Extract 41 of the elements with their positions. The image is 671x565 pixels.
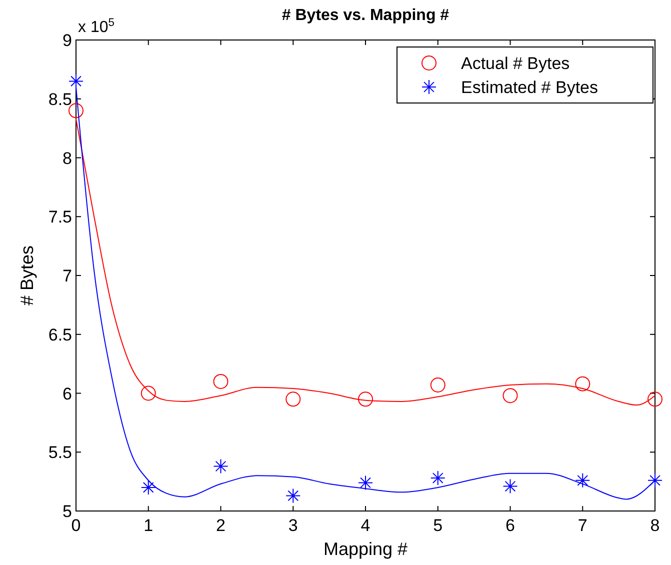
x-axis-title: Mapping # xyxy=(323,539,408,559)
y-tick-label: 8 xyxy=(62,148,72,168)
text: x 10$^{5}$ xyxy=(78,17,114,36)
point xyxy=(68,74,84,89)
y-tick-label: 5 xyxy=(62,502,72,521)
point xyxy=(140,386,156,401)
point xyxy=(286,488,301,504)
legend-label: Actual # Bytes xyxy=(461,54,570,73)
x-tick-label: 8 xyxy=(650,516,660,535)
point xyxy=(648,392,662,407)
point xyxy=(648,472,662,488)
x-tick-label: 3 xyxy=(288,516,298,535)
x-tick-label: 6 xyxy=(506,516,515,535)
x-tick-label: 5 xyxy=(433,516,443,535)
point xyxy=(430,470,446,486)
y-axis-title: # Bytes xyxy=(17,245,37,306)
x-tick-label: 1 xyxy=(144,516,154,535)
legend-label: Estimated # Bytes xyxy=(461,78,598,97)
y-tick-label: 7.5 xyxy=(48,208,72,227)
x-tick-label: 2 xyxy=(216,516,226,535)
y-tick-label: 8.5 xyxy=(48,90,72,109)
point xyxy=(575,376,590,392)
point xyxy=(502,478,518,494)
point xyxy=(430,378,446,393)
y-tick-label: 7 xyxy=(62,266,72,286)
y-tick-label: 5.5 xyxy=(48,443,72,462)
point xyxy=(358,475,373,490)
point xyxy=(502,388,518,404)
x-tick-label: 4 xyxy=(360,516,370,535)
y-tick-label: 6 xyxy=(62,384,72,404)
point xyxy=(213,458,228,474)
chart-title: # Bytes vs. Mapping # xyxy=(282,7,450,24)
point xyxy=(286,392,301,407)
y-tick-label: 9 xyxy=(62,31,72,50)
point xyxy=(575,472,590,488)
y-tick-label: 6.5 xyxy=(48,325,72,344)
point xyxy=(213,374,228,389)
point xyxy=(358,392,373,407)
x-tick-label: 7 xyxy=(578,516,588,535)
point xyxy=(140,480,156,495)
x-tick-label: 0 xyxy=(71,516,81,535)
